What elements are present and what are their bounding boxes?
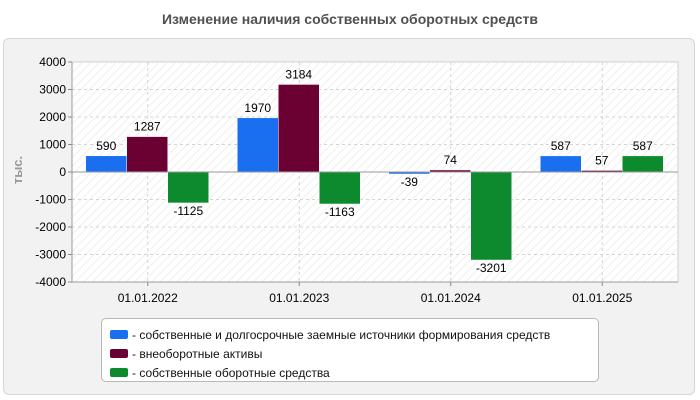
data-label: 74 [444, 153, 458, 167]
data-label: -1125 [173, 204, 203, 218]
bars-group [85, 84, 664, 261]
data-label: -3201 [476, 261, 507, 275]
bar [126, 136, 168, 173]
data-label: -1163 [325, 205, 355, 219]
legend-label: - внеоборотные активы [132, 346, 263, 361]
data-label: 57 [595, 153, 609, 167]
bar [622, 155, 664, 173]
axes: 4000 3000 2000 1000 0 -1000 -2000 -3000 -4000 01.… [35, 55, 678, 305]
y-axis-label: тыс. [10, 156, 25, 184]
data-label: 590 [96, 139, 116, 153]
data-label: 1287 [134, 120, 161, 134]
bar [470, 171, 512, 261]
legend-item: - собственные и долгосрочные заемные ист… [102, 325, 598, 344]
data-label: 3184 [285, 67, 312, 81]
y-tick-label: 1000 [39, 138, 66, 152]
bar [540, 155, 582, 173]
bar [237, 117, 279, 173]
bar [278, 84, 320, 173]
y-tick-label: 2000 [39, 110, 66, 124]
legend-swatch-own-longterm [110, 330, 128, 339]
data-label: 1970 [244, 101, 271, 115]
legend-swatch-noncurrent [110, 349, 128, 358]
y-tick-label: 4000 [39, 55, 66, 69]
data-label: 587 [551, 139, 571, 153]
bar [85, 155, 127, 173]
legend-label: - собственные оборотные средства [132, 365, 330, 380]
legend: - собственные и долгосрочные заемные ист… [101, 318, 599, 382]
x-tick-label: 01.01.2023 [269, 291, 329, 305]
chart-title: Изменение наличия собственных оборотных … [161, 11, 539, 27]
legend-swatch-working-capital [110, 368, 128, 377]
legend-item: - собственные оборотные средства [102, 363, 598, 382]
x-tick-label: 01.01.2025 [572, 291, 632, 305]
x-tick-label: 01.01.2024 [421, 291, 481, 305]
y-tick-label: -1000 [35, 193, 66, 207]
bar [319, 171, 361, 205]
y-tick-label: -3000 [35, 248, 66, 262]
data-labels: 590 1287 -1125 1970 3184 -1163 -39 74 -3201 587 57… [96, 67, 653, 275]
legend-label: - собственные и долгосрочные заемные ист… [132, 327, 551, 342]
data-label: 587 [633, 139, 653, 153]
legend-item: - внеоборотные активы [102, 344, 598, 363]
y-tick-label: 0 [59, 165, 66, 179]
bar [167, 171, 209, 204]
y-tick-label: -4000 [35, 275, 66, 289]
y-tick-label: -2000 [35, 220, 66, 234]
x-tick-label: 01.01.2022 [118, 291, 178, 305]
data-label: -39 [401, 175, 419, 189]
y-tick-label: 3000 [39, 83, 66, 97]
